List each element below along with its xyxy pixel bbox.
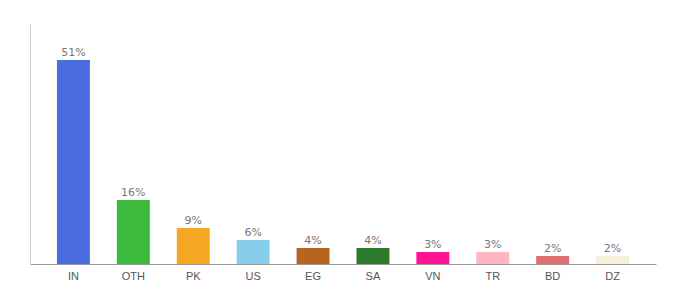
data-labels: 51% 16% 9% 6% 4% 4% 3% 3% 2% 2%: [61, 46, 621, 255]
tick: US: [246, 270, 261, 282]
tick: PK: [186, 270, 201, 282]
tick: VN: [425, 270, 440, 282]
x-axis: IN OTH PK US EG SA VN TR BD DZ: [31, 265, 657, 282]
tick-label: EG: [305, 270, 321, 282]
data-label: 6%: [244, 226, 261, 239]
tick-label: OTH: [122, 270, 145, 282]
data-label: 4%: [304, 234, 321, 247]
bar: [356, 248, 389, 264]
bar: [476, 252, 509, 264]
tick: EG: [305, 270, 321, 282]
data-label: 2%: [604, 242, 621, 255]
data-label: 2%: [544, 242, 561, 255]
bars: [57, 60, 629, 264]
tick: IN: [68, 270, 79, 282]
bar: [57, 60, 90, 264]
tick-label: PK: [186, 270, 201, 282]
tick-label: SA: [366, 270, 381, 282]
tick-label: IN: [68, 270, 79, 282]
tick-label: TR: [485, 270, 500, 282]
tick-label: US: [246, 270, 261, 282]
data-label: 3%: [484, 238, 501, 251]
tick-label: VN: [425, 270, 440, 282]
y-axis: [30, 25, 31, 265]
data-label: 9%: [185, 214, 202, 227]
tick: BD: [545, 270, 560, 282]
data-label: 51%: [61, 46, 85, 59]
bar: [117, 200, 150, 264]
axis-domain: [31, 264, 657, 265]
tick: DZ: [605, 270, 620, 282]
bar: [596, 256, 629, 264]
data-label: 3%: [424, 238, 441, 251]
axis-domain: [30, 25, 31, 265]
tick: SA: [366, 270, 381, 282]
chart: 51% 16% 9% 6% 4% 4% 3% 3% 2% 2% IN OTH PK US EG SA VN TR B…: [0, 0, 680, 300]
data-label: 4%: [364, 234, 381, 247]
bar: [237, 240, 270, 264]
tick: TR: [485, 270, 500, 282]
data-label: 16%: [121, 186, 145, 199]
plot: 51% 16% 9% 6% 4% 4% 3% 3% 2% 2% IN OTH PK US EG SA VN TR B…: [31, 25, 657, 282]
bar: [177, 228, 210, 264]
bar: [416, 252, 449, 264]
tick-label: BD: [545, 270, 560, 282]
tick: OTH: [122, 270, 145, 282]
tick-label: DZ: [605, 270, 620, 282]
bar: [536, 256, 569, 264]
bar: [297, 248, 330, 264]
